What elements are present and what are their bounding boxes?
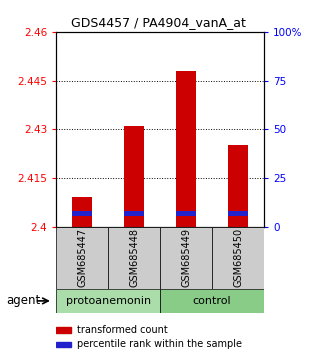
Bar	[160, 289, 264, 313]
Text: agent: agent	[7, 295, 41, 307]
Bar	[56, 227, 108, 289]
Bar	[72, 211, 92, 216]
Bar	[160, 227, 212, 289]
Bar	[228, 145, 248, 227]
Bar	[56, 327, 71, 333]
Bar	[176, 71, 196, 227]
Bar	[56, 289, 160, 313]
Text: control: control	[193, 296, 231, 306]
Bar	[176, 211, 196, 216]
Text: GSM685450: GSM685450	[233, 228, 243, 287]
Bar	[212, 227, 264, 289]
Text: GSM685449: GSM685449	[181, 228, 191, 287]
Text: GSM685447: GSM685447	[77, 228, 87, 287]
Bar	[72, 198, 92, 227]
Text: protoanemonin: protoanemonin	[66, 296, 150, 306]
Bar	[228, 211, 248, 216]
Bar	[108, 227, 160, 289]
Text: percentile rank within the sample: percentile rank within the sample	[77, 339, 242, 349]
Text: GSM685448: GSM685448	[129, 228, 139, 287]
Bar	[56, 342, 71, 347]
Text: GDS4457 / PA4904_vanA_at: GDS4457 / PA4904_vanA_at	[71, 16, 246, 29]
Text: transformed count: transformed count	[77, 325, 168, 335]
Bar	[124, 126, 145, 227]
Bar	[124, 211, 145, 216]
